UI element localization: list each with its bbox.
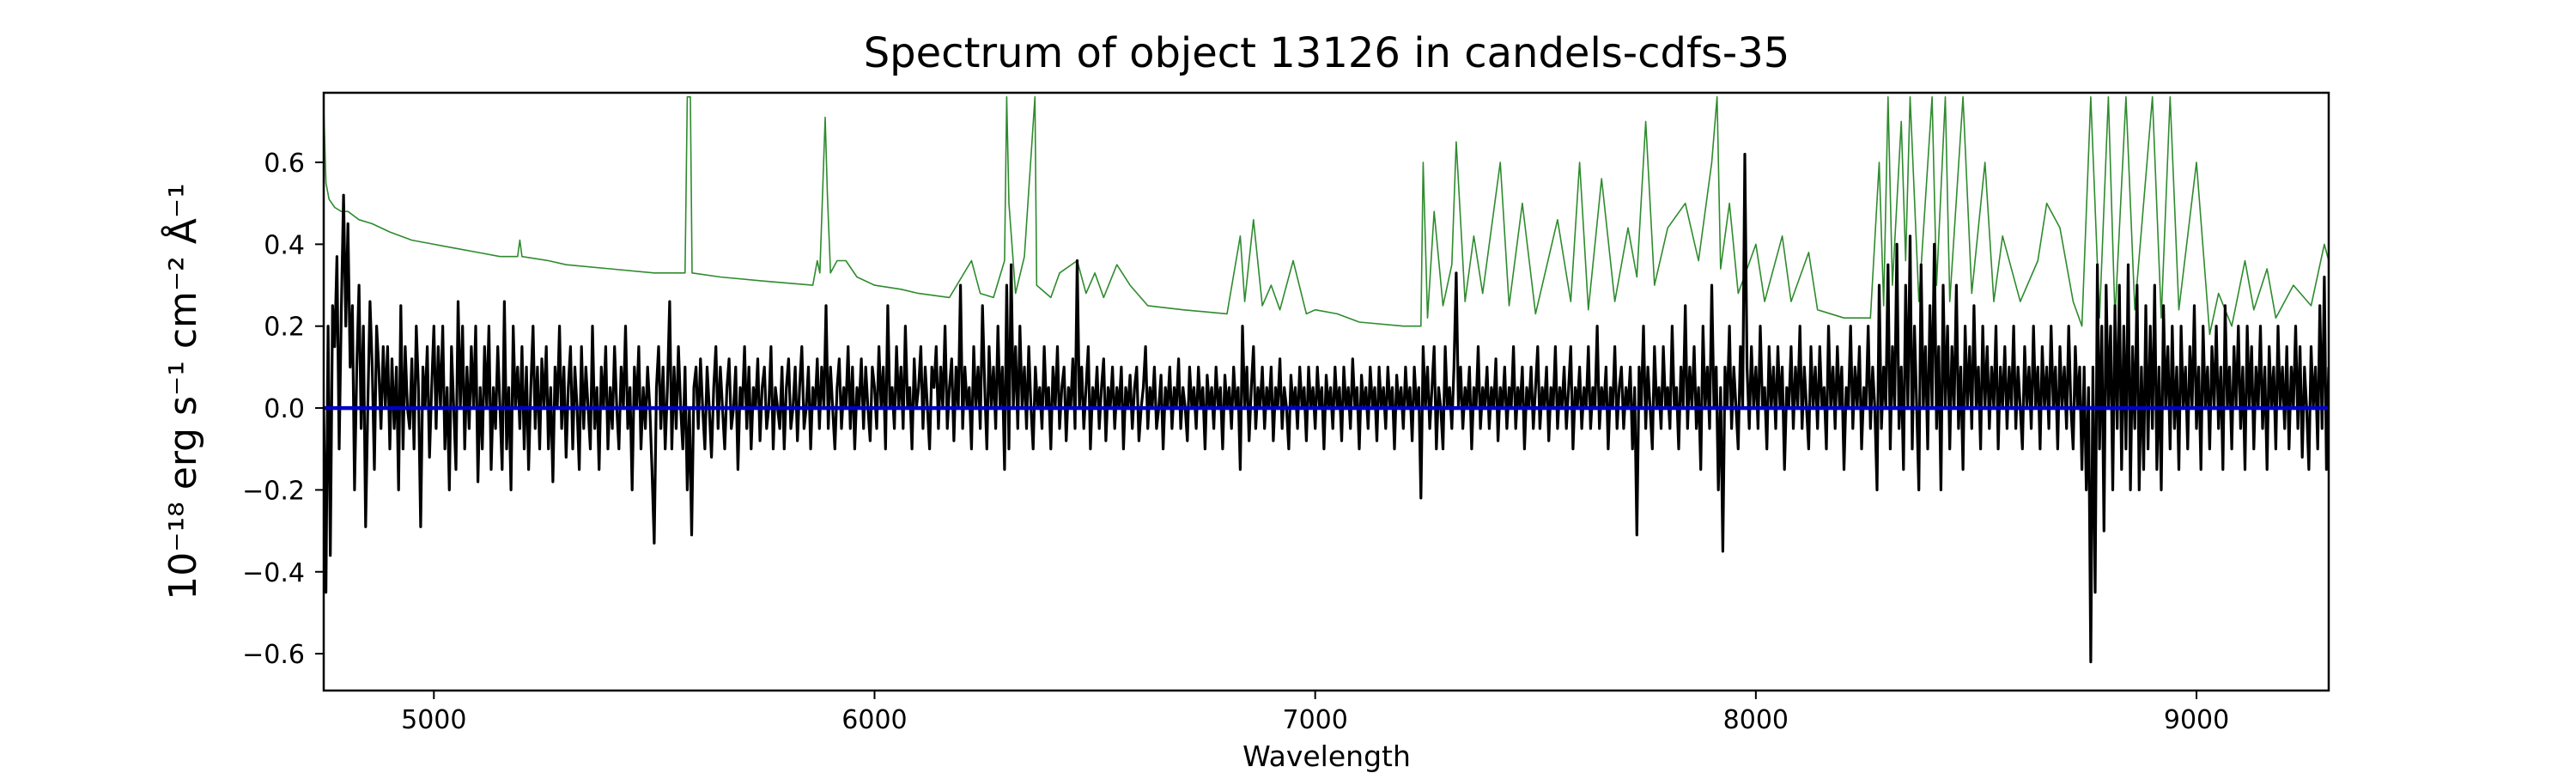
y-tick-label: −0.2	[242, 476, 305, 506]
y-tick-label: 0.4	[264, 230, 305, 260]
y-tick-label: −0.6	[242, 640, 305, 670]
error-line	[324, 96, 2329, 336]
x-axis-ticks: 5000 6000 7000 8000 9000	[401, 691, 2229, 735]
y-tick-label: 0.2	[264, 313, 305, 343]
flux-line	[324, 152, 2329, 664]
y-tick-label: 0.6	[264, 149, 305, 179]
error-series-layer	[324, 96, 2329, 336]
y-axis-label: 10⁻¹⁸ erg s⁻¹ cm⁻² Å⁻¹	[160, 183, 205, 600]
x-tick-label: 5000	[401, 705, 466, 735]
x-tick-label: 6000	[841, 705, 907, 735]
x-axis-label: Wavelength	[1242, 740, 1411, 773]
plot-frame	[322, 91, 2330, 692]
chart-title: Spectrum of object 13126 in candels-cdfs…	[864, 29, 1790, 77]
flux-series-layer	[324, 152, 2329, 664]
y-axis-ticks: −0.6 −0.4 −0.2 0.0 0.2 0.4 0.6	[242, 149, 324, 670]
x-tick-label: 9000	[2164, 705, 2229, 735]
x-tick-label: 7000	[1282, 705, 1347, 735]
x-tick-label: 8000	[1723, 705, 1789, 735]
y-tick-label: −0.4	[242, 558, 305, 588]
y-tick-label: 0.0	[264, 394, 305, 424]
